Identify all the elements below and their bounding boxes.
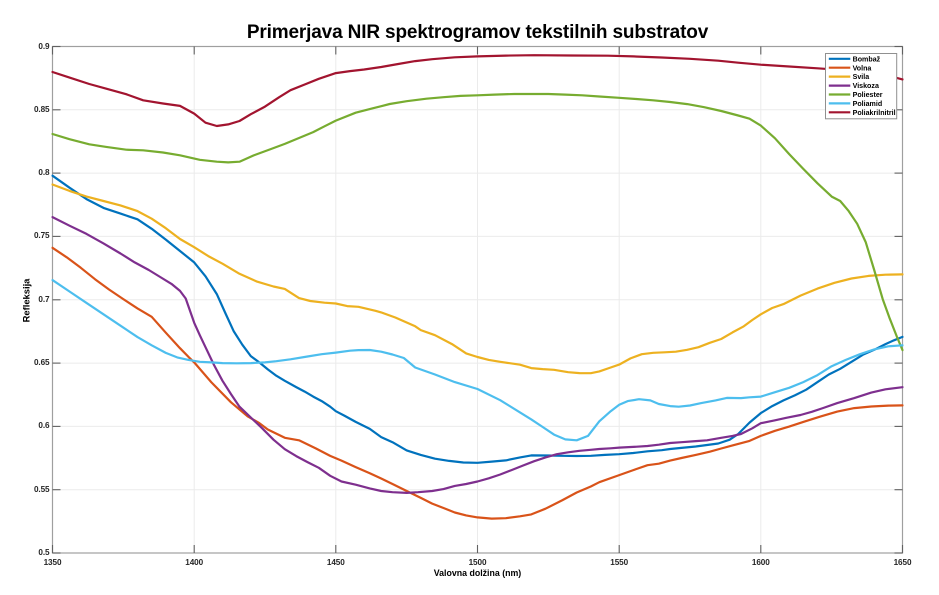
svg-text:Bombaž: Bombaž xyxy=(853,55,881,63)
svg-text:Poliamid: Poliamid xyxy=(853,100,883,108)
svg-text:Volna: Volna xyxy=(853,64,872,72)
svg-text:Svila: Svila xyxy=(853,73,870,81)
svg-text:Poliakrilnitril: Poliakrilnitril xyxy=(853,109,896,117)
svg-text:Poliester: Poliester xyxy=(853,91,883,99)
svg-text:Viskoza: Viskoza xyxy=(853,82,879,90)
